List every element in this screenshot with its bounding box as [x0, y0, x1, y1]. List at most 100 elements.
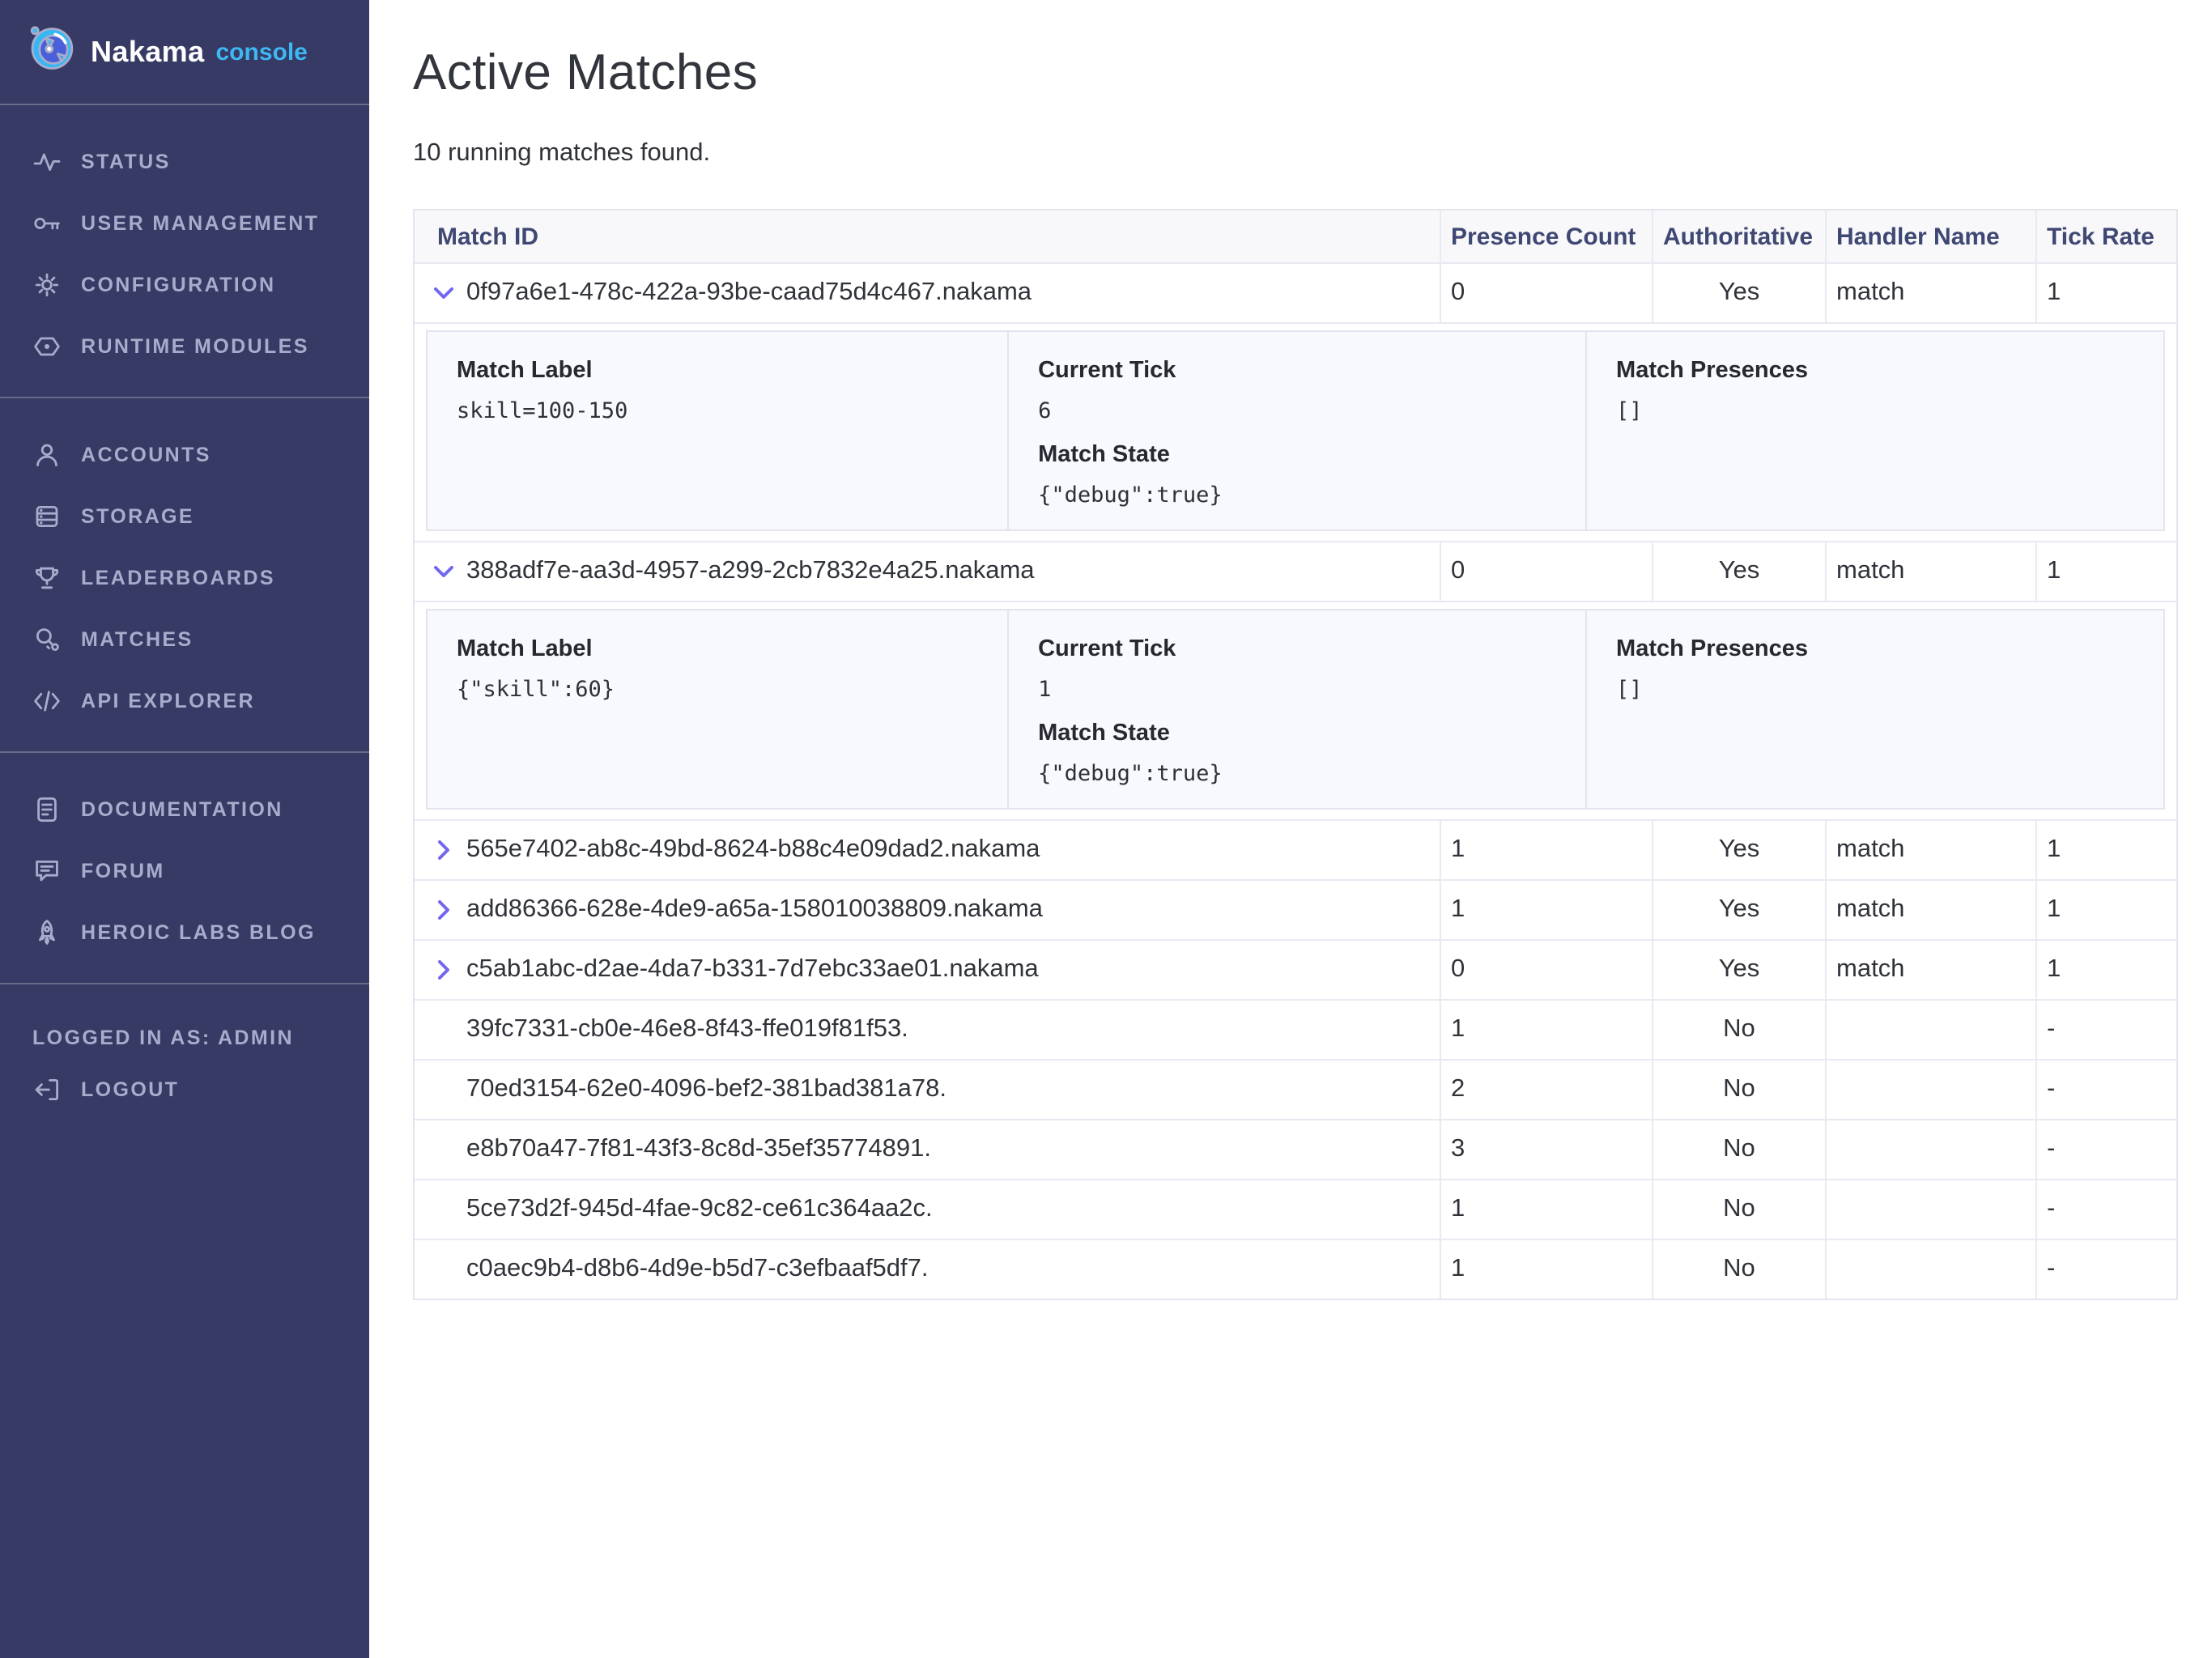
- handler-name-cell: match: [1825, 881, 2035, 939]
- match-id-cell: 39fc7331-cb0e-46e8-8f43-ffe019f81f53.: [415, 1001, 1440, 1059]
- sidebar-item-api-explorer[interactable]: API EXPLORER: [0, 670, 369, 732]
- presence-count-cell: 2: [1440, 1061, 1652, 1119]
- sidebar-item-leaderboards[interactable]: LEADERBOARDS: [0, 547, 369, 609]
- sidebar-item-storage[interactable]: STORAGE: [0, 486, 369, 547]
- chevron-right-icon[interactable]: [431, 897, 457, 923]
- logout-icon: [32, 1075, 62, 1104]
- sidebar-item-heroic-labs-blog[interactable]: HEROIC LABS BLOG: [0, 902, 369, 963]
- logged-in-as-text: LOGGED IN AS: ADMIN: [32, 1027, 294, 1049]
- activity-icon: [32, 147, 62, 176]
- authoritative-cell: Yes: [1652, 821, 1825, 879]
- chevron-down-icon[interactable]: [431, 559, 457, 585]
- match-id-text: 0f97a6e1-478c-422a-93be-caad75d4c467.nak…: [466, 278, 1032, 306]
- column-header-match-id: Match ID: [415, 210, 1440, 262]
- table-row[interactable]: c5ab1abc-d2ae-4da7-b331-7d7ebc33ae01.nak…: [415, 939, 2176, 999]
- handler-name-cell: [1825, 1061, 2035, 1119]
- table-row[interactable]: 388adf7e-aa3d-4957-a299-2cb7832e4a25.nak…: [415, 541, 2176, 601]
- table-row[interactable]: add86366-628e-4de9-a65a-158010038809.nak…: [415, 879, 2176, 939]
- handler-name-cell: [1825, 1240, 2035, 1299]
- chevron-right-icon[interactable]: [431, 837, 457, 863]
- presence-count-cell: 0: [1440, 542, 1652, 601]
- authoritative-cell: Yes: [1652, 264, 1825, 322]
- tick-state-section: Current Tick 1 Match State {"debug":true…: [1007, 610, 1585, 808]
- match-id-text: 388adf7e-aa3d-4957-a299-2cb7832e4a25.nak…: [466, 557, 1035, 585]
- match-id-cell: c0aec9b4-d8b6-4d9e-b5d7-c3efbaaf5df7.: [415, 1240, 1440, 1299]
- brand-suffix: console: [215, 38, 308, 66]
- tick-rate-cell: 1: [2035, 941, 2176, 999]
- table-header-row: Match ID Presence Count Authoritative Ha…: [415, 210, 2176, 262]
- tick-rate-cell: 1: [2035, 881, 2176, 939]
- match-id-cell: e8b70a47-7f81-43f3-8c8d-35ef35774891.: [415, 1120, 1440, 1179]
- presence-count-cell: 1: [1440, 881, 1652, 939]
- match-presences-value: []: [1616, 677, 1643, 703]
- match-id-cell: c5ab1abc-d2ae-4da7-b331-7d7ebc33ae01.nak…: [415, 941, 1440, 999]
- match-detail-panel: Match Label skill=100-150 Current Tick 6…: [426, 330, 2165, 531]
- sidebar-item-label: ACCOUNTS: [81, 444, 211, 466]
- current-tick-value: 1: [1038, 677, 1052, 703]
- tick-rate-cell: 1: [2035, 821, 2176, 879]
- sidebar-item-label: HEROIC LABS BLOG: [81, 921, 316, 944]
- handler-name-cell: match: [1825, 941, 2035, 999]
- table-row[interactable]: 0f97a6e1-478c-422a-93be-caad75d4c467.nak…: [415, 262, 2176, 322]
- sidebar-item-label: STORAGE: [81, 505, 194, 528]
- match-id-text: c5ab1abc-d2ae-4da7-b331-7d7ebc33ae01.nak…: [466, 955, 1039, 983]
- logout-label: LOGOUT: [81, 1078, 180, 1101]
- column-header-presence-count: Presence Count: [1440, 210, 1652, 262]
- robot-logo-icon: [28, 24, 74, 79]
- sidebar-item-documentation[interactable]: DOCUMENTATION: [0, 779, 369, 840]
- logout-button[interactable]: LOGOUT: [0, 1059, 369, 1120]
- chat-icon: [32, 857, 62, 886]
- match-presences-section: Match Presences []: [1585, 610, 2163, 808]
- tick-rate-cell: 1: [2035, 542, 2176, 601]
- sidebar-item-label: FORUM: [81, 860, 165, 882]
- handler-name-cell: [1825, 1180, 2035, 1239]
- match-state-value: {"debug":true}: [1038, 761, 1223, 787]
- gear-icon: [32, 270, 62, 300]
- handler-name-cell: [1825, 1120, 2035, 1179]
- presence-count-cell: 0: [1440, 941, 1652, 999]
- match-presences-section: Match Presences []: [1585, 332, 2163, 529]
- sidebar-item-label: CONFIGURATION: [81, 274, 276, 296]
- sidebar-item-label: MATCHES: [81, 628, 194, 651]
- tick-rate-cell: -: [2035, 1001, 2176, 1059]
- current-tick-value: 6: [1038, 398, 1052, 424]
- handler-name-cell: match: [1825, 264, 2035, 322]
- current-tick-title: Current Tick: [1038, 636, 1176, 662]
- table-row[interactable]: 565e7402-ab8c-49bd-8624-b88c4e09dad2.nak…: [415, 819, 2176, 879]
- sidebar-group-data: ACCOUNTS STORAGE LEADERBOARDS MATCHES AP…: [0, 398, 369, 753]
- match-label-title: Match Label: [457, 636, 593, 662]
- match-id-text: 565e7402-ab8c-49bd-8624-b88c4e09dad2.nak…: [466, 835, 1040, 863]
- chevron-right-icon[interactable]: [431, 957, 457, 983]
- sidebar-item-accounts[interactable]: ACCOUNTS: [0, 424, 369, 486]
- match-presences-title: Match Presences: [1616, 636, 1808, 662]
- presence-count-cell: 1: [1440, 821, 1652, 879]
- match-presences-value: []: [1616, 398, 1643, 424]
- match-state-title: Match State: [1038, 721, 1170, 746]
- sidebar-item-forum[interactable]: FORUM: [0, 840, 369, 902]
- tick-rate-cell: -: [2035, 1120, 2176, 1179]
- sidebar-item-runtime-modules[interactable]: RUNTIME MODULES: [0, 316, 369, 377]
- match-id-cell: add86366-628e-4de9-a65a-158010038809.nak…: [415, 881, 1440, 939]
- document-icon: [32, 795, 62, 824]
- match-id-cell: 70ed3154-62e0-4096-bef2-381bad381a78.: [415, 1061, 1440, 1119]
- sidebar-item-matches[interactable]: MATCHES: [0, 609, 369, 670]
- sidebar-item-configuration[interactable]: CONFIGURATION: [0, 254, 369, 316]
- handler-name-cell: match: [1825, 821, 2035, 879]
- presence-count-cell: 1: [1440, 1001, 1652, 1059]
- authoritative-cell: Yes: [1652, 881, 1825, 939]
- match-label-section: Match Label {"skill":60}: [428, 610, 1007, 808]
- search-icon: [32, 625, 62, 654]
- authoritative-cell: No: [1652, 1180, 1825, 1239]
- authoritative-cell: Yes: [1652, 542, 1825, 601]
- table-row: 70ed3154-62e0-4096-bef2-381bad381a78. 2 …: [415, 1059, 2176, 1119]
- match-state-title: Match State: [1038, 442, 1170, 468]
- chevron-down-icon[interactable]: [431, 280, 457, 306]
- sidebar-item-status[interactable]: STATUS: [0, 131, 369, 193]
- matches-table: Match ID Presence Count Authoritative Ha…: [413, 209, 2178, 1300]
- match-id-text: 5ce73d2f-945d-4fae-9c82-ce61c364aa2c.: [466, 1195, 933, 1222]
- brand-name: Nakama: [91, 35, 205, 67]
- sidebar-item-user-management[interactable]: USER MANAGEMENT: [0, 193, 369, 254]
- hexagon-icon: [32, 332, 62, 361]
- brand-home-link[interactable]: Nakama console: [0, 0, 369, 105]
